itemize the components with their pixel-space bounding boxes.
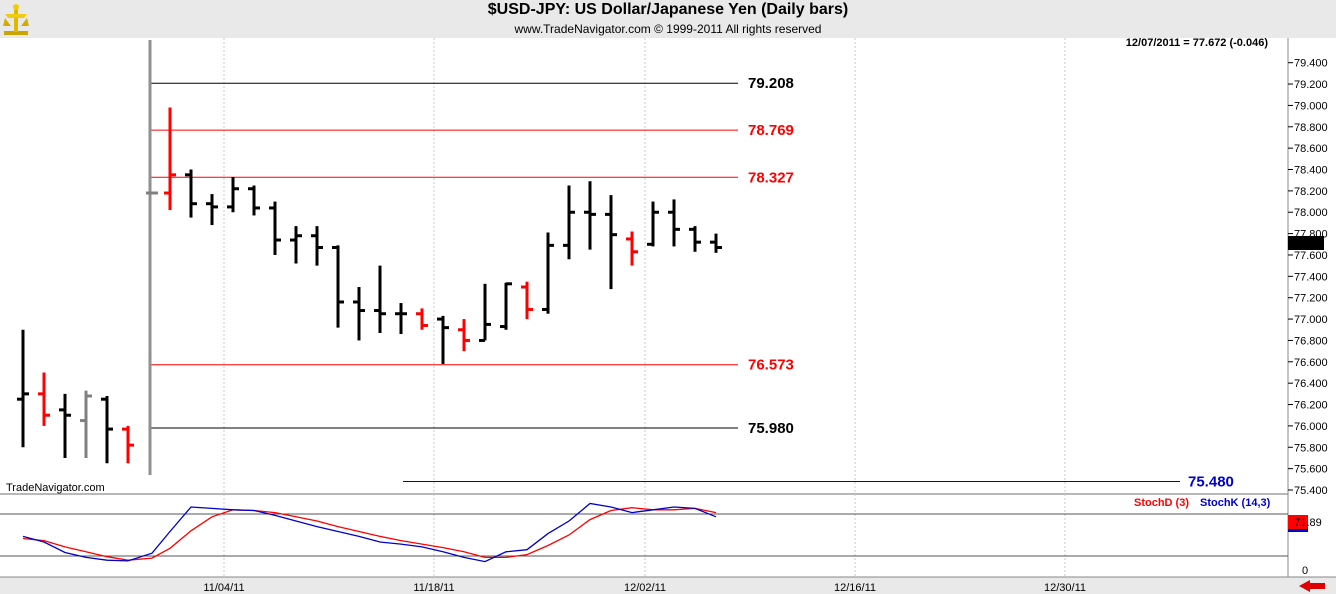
current-price-box [1288,236,1324,250]
price-readout: 12/07/2011 = 77.672 (-0.046) [1126,37,1269,49]
current-price-label: 77.672 [1289,238,1323,250]
ohlc-bar [353,287,365,341]
stoch-d-line [22,507,717,561]
ohlc-bar [374,265,386,333]
ohlc-bar [122,425,134,464]
price-tick-label: 77.000 [1294,314,1328,326]
ohlc-bar [38,372,50,426]
price-panel [0,38,1288,493]
price-tick-label: 75.400 [1294,485,1328,497]
price-level-label: 78.327 [748,169,794,186]
ohlc-bar [101,395,113,464]
stoch-value-label: 71.89 [1294,517,1322,529]
ohlc-bar [332,245,344,328]
ohlc-bar [395,303,407,335]
ohlc-bar [290,226,302,264]
ohlc-bar [206,194,218,226]
watermark: TradeNavigator.com [6,482,105,494]
ohlc-bar [563,185,575,260]
x-tick-label: 12/30/11 [1044,582,1086,594]
price-tick-label: 76.200 [1294,400,1328,412]
ohlc-bar [626,231,638,266]
ohlc-bar [269,201,281,255]
price-level-label: 75.980 [748,420,794,437]
price-tick-label: 76.800 [1294,335,1328,347]
chart-title: $USD-JPY: US Dollar/Japanese Yen (Daily … [487,1,849,18]
stoch-d-legend: StochD (3) [1134,497,1189,509]
price-tick-label: 75.800 [1294,442,1328,454]
price-level-label: 76.573 [748,357,794,374]
ohlc-bar [311,226,323,266]
stoch-k-line [22,502,717,563]
ohlc-bar [227,176,239,213]
ohlc-bar [59,393,71,458]
price-tick-label: 75.600 [1294,464,1328,476]
x-tick-label: 12/02/11 [624,582,666,594]
price-level-label: 79.208 [748,75,794,92]
price-tick-label: 76.600 [1294,357,1328,369]
price-tick-label: 77.400 [1294,271,1328,283]
price-tick-label: 79.200 [1294,79,1328,91]
tradenavigator-logo-icon [3,4,29,35]
stoch-value-box [1288,515,1308,529]
ohlc-bar [437,315,449,364]
stoch-zero-label: 0 [1302,565,1308,577]
ohlc-bar [416,308,428,330]
ohlc-bar [668,199,680,247]
price-tick-label: 78.800 [1294,122,1328,134]
ohlc-bar [164,107,176,211]
ohlc-bar [80,390,92,458]
ohlc-bar [647,201,659,247]
price-tick-label: 76.400 [1294,378,1328,390]
x-tick-label: 11/04/11 [203,582,244,594]
ohlc-bar [521,281,533,320]
price-tick-label: 79.400 [1294,58,1328,70]
price-tick-label: 78.400 [1294,165,1328,177]
ohlc-bar [710,233,722,253]
ohlc-bar [542,232,554,314]
ohlc-bar [17,329,29,448]
ohlc-bar [185,169,197,218]
price-tick-label: 78.600 [1294,143,1328,155]
price-tick-label: 78.000 [1294,207,1328,219]
copyright-text: www.TradeNavigator.com © 1999-2011 All r… [514,22,822,36]
ohlc-bar [248,185,260,216]
price-tick-label: 76.000 [1294,421,1328,433]
stoch-k-legend: StochK (14,3) [1200,497,1271,509]
ohlc-bar [479,283,491,342]
x-tick-label: 11/18/11 [413,582,454,594]
x-tick-label: 12/16/11 [834,582,876,594]
price-level-label: 75.480 [1188,473,1234,490]
price-tick-label: 77.600 [1294,250,1328,262]
ohlc-bar [458,319,470,352]
price-tick-label: 78.200 [1294,186,1328,198]
ohlc-bar [605,195,617,290]
ohlc-bar [500,282,512,330]
ohlc-bar [689,226,701,252]
ohlc-bar [584,181,596,250]
price-tick-label: 79.000 [1294,100,1328,112]
scroll-left-arrow-icon[interactable] [1298,579,1328,593]
price-tick-label: 77.200 [1294,293,1328,305]
price-level-label: 78.769 [748,122,794,139]
price-axis-panel [1288,38,1336,577]
